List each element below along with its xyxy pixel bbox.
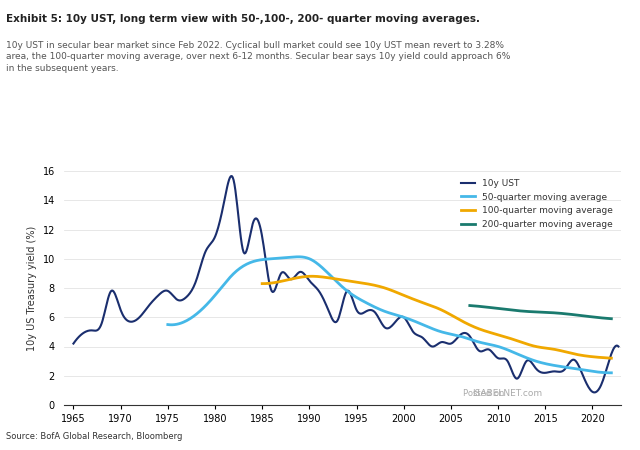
200-quarter moving average [595, 315, 603, 320]
10y UST [317, 292, 324, 297]
100-quarter moving average [308, 274, 316, 279]
50-quarter moving average [485, 342, 493, 347]
50-quarter moving average [310, 258, 317, 264]
Line: 10y UST: 10y UST [74, 176, 618, 392]
200-quarter moving average [504, 307, 511, 312]
Line: 50-quarter moving average: 50-quarter moving average [168, 257, 611, 373]
100-quarter moving average [513, 338, 521, 343]
10y UST [166, 290, 173, 295]
200-quarter moving average [492, 306, 500, 311]
200-quarter moving average [607, 316, 615, 321]
100-quarter moving average [511, 338, 519, 343]
100-quarter moving average [397, 292, 405, 297]
50-quarter moving average [295, 254, 303, 260]
10y UST [392, 319, 399, 324]
Text: Exhibit 5: 10y UST, long term view with 50-,100-, 200- quarter moving averages.: Exhibit 5: 10y UST, long term view with … [6, 14, 481, 23]
200-quarter moving average [474, 304, 482, 309]
10y UST [591, 390, 598, 395]
10y UST [435, 341, 442, 346]
Text: Source: BofA Global Research, Bloomberg: Source: BofA Global Research, Bloomberg [6, 432, 183, 441]
Text: Posted on: Posted on [463, 389, 505, 398]
200-quarter moving average [466, 303, 474, 308]
50-quarter moving average [218, 285, 225, 291]
100-quarter moving average [479, 328, 486, 333]
Line: 200-quarter moving average: 200-quarter moving average [470, 306, 611, 319]
50-quarter moving average [488, 342, 495, 347]
50-quarter moving average [164, 322, 172, 327]
Legend: 10y UST, 50-quarter moving average, 100-quarter moving average, 200-quarter movi: 10y UST, 50-quarter moving average, 100-… [458, 176, 616, 232]
Text: ISABELNET.com: ISABELNET.com [472, 389, 543, 398]
100-quarter moving average [259, 281, 266, 286]
Y-axis label: 10y US Treasury yield (%): 10y US Treasury yield (%) [27, 225, 37, 351]
10y UST [228, 173, 236, 179]
100-quarter moving average [607, 356, 615, 361]
50-quarter moving average [607, 370, 615, 375]
Text: 10y UST in secular bear market since Feb 2022. Cyclical bull market could see 10: 10y UST in secular bear market since Feb… [6, 40, 511, 73]
10y UST [481, 347, 488, 353]
10y UST [210, 237, 218, 243]
50-quarter moving average [340, 286, 348, 292]
50-quarter moving average [444, 331, 452, 336]
Line: 100-quarter moving average: 100-quarter moving average [262, 276, 611, 358]
200-quarter moving average [472, 303, 479, 309]
100-quarter moving average [373, 283, 381, 288]
200-quarter moving average [600, 315, 608, 321]
10y UST [70, 341, 77, 346]
100-quarter moving average [300, 274, 308, 279]
10y UST [614, 344, 622, 349]
